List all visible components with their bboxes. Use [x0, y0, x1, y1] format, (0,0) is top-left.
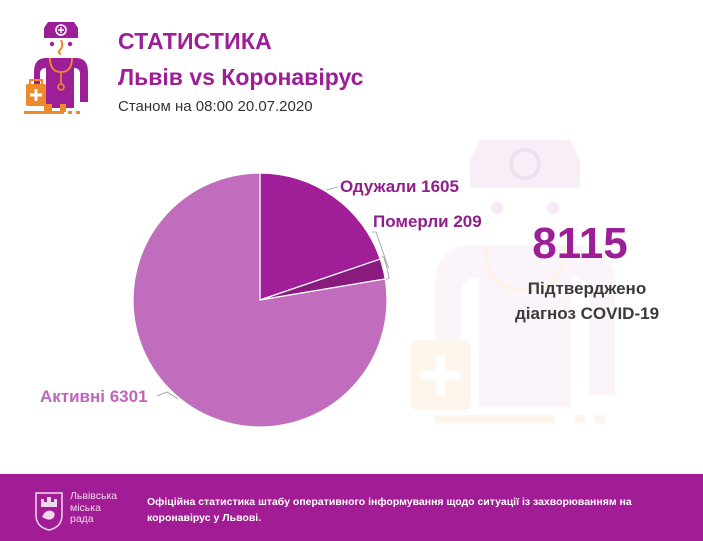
- label-died: Померли 209: [373, 212, 482, 231]
- total-confirmed: 8115: [532, 219, 628, 268]
- slice-recovered: [259, 172, 381, 301]
- slice-active: [132, 172, 388, 428]
- page-title: СТАТИСТИКА: [118, 28, 272, 54]
- total-caption: Підтверджено діагноз COVID-19: [502, 276, 672, 326]
- leader-active: [156, 391, 179, 400]
- leader-recovered: [325, 186, 339, 191]
- footer: Львівська міська рада Офіційна статистик…: [0, 474, 703, 541]
- report-date: Станом на 08:00 20.07.2020: [118, 98, 313, 115]
- caption-line-1: Підтверджено: [527, 279, 647, 298]
- leader-died: [372, 231, 389, 269]
- org-line-2: міська: [70, 501, 101, 514]
- doctor-watermark-icon: [411, 140, 615, 423]
- pie-chart: [132, 172, 390, 428]
- footer-disclaimer: Офіційна статистика штабу оперативного і…: [147, 496, 632, 524]
- org-line-1: Львівська: [70, 490, 118, 502]
- doctor-logo-icon: [24, 22, 88, 114]
- page-subtitle: Львів vs Коронавірус: [118, 64, 364, 90]
- label-active: Активні 6301: [40, 387, 148, 406]
- city-crest-icon: [35, 492, 63, 531]
- leader-died-bracket: [381, 255, 390, 280]
- org-name: Львівська міська рада: [70, 490, 118, 526]
- caption-line-2: діагноз COVID-19: [514, 304, 660, 323]
- org-line-3: рада: [70, 513, 94, 525]
- label-recovered: Одужали 1605: [340, 177, 459, 196]
